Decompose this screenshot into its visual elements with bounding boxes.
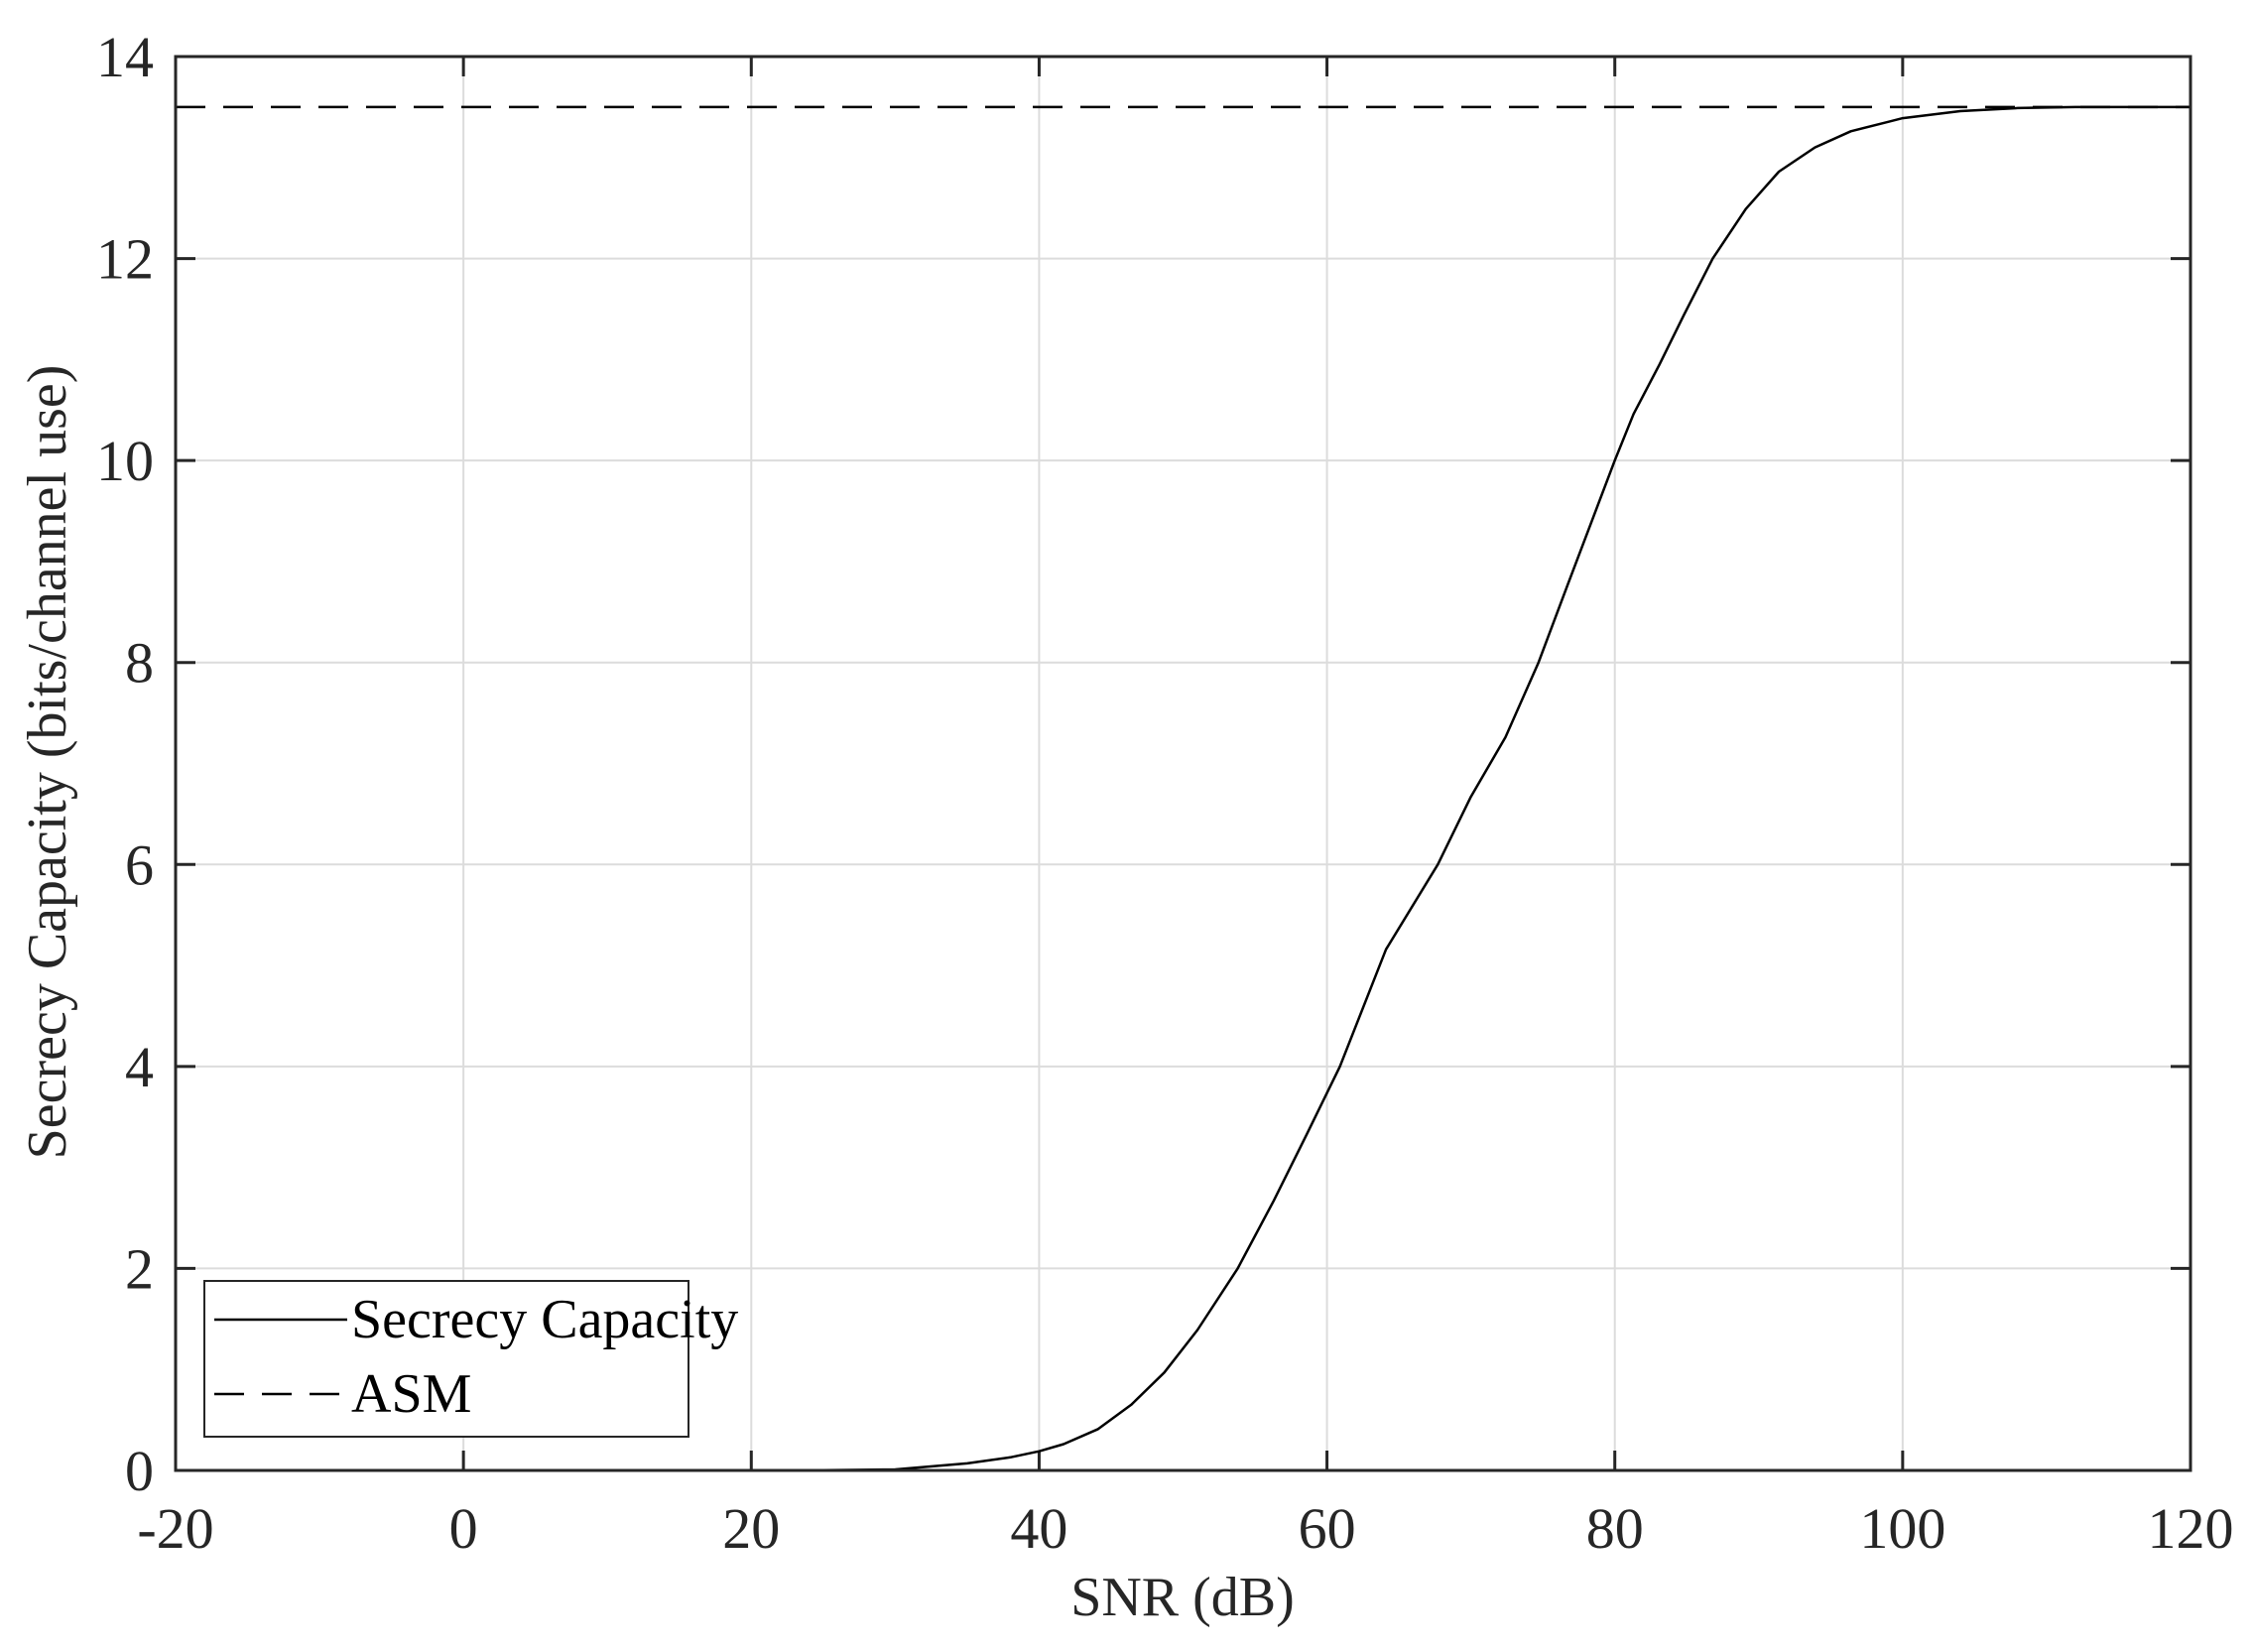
- y-tick-label: 4: [125, 1035, 154, 1099]
- x-axis-label: SNR (dB): [1070, 1567, 1295, 1628]
- legend-box: [203, 1280, 689, 1438]
- x-tick-label: 100: [1859, 1496, 1945, 1561]
- y-tick-labels: 0 2 4 6 8 10 12 14: [96, 25, 154, 1503]
- x-tick-label: 20: [722, 1496, 780, 1561]
- x-tick-label: 60: [1299, 1496, 1356, 1561]
- y-tick-label: 0: [125, 1439, 154, 1503]
- x-tick-label: 120: [2148, 1496, 2234, 1561]
- legend-item-secrecy-capacity: Secrecy Capacity: [351, 1289, 738, 1350]
- x-tick-label: 40: [1010, 1496, 1067, 1561]
- plot-area-frame: [174, 55, 2192, 1472]
- x-tick-label: -20: [137, 1496, 213, 1561]
- series-secrecy-capacity-line: [751, 105, 2190, 1472]
- y-tick-label: 10: [96, 429, 154, 493]
- y-tick-label: 14: [96, 25, 154, 89]
- y-tick-label: 12: [96, 227, 154, 292]
- y-tick-label: 6: [125, 832, 154, 897]
- x-tick-label: 0: [449, 1496, 478, 1561]
- x-tick-labels: -20 0 20 40 60 80 100 120: [137, 1496, 2233, 1561]
- legend-item-asm: ASM: [351, 1363, 471, 1425]
- ticks: [174, 55, 2192, 1472]
- y-tick-label: 2: [125, 1236, 154, 1301]
- x-tick-label: 80: [1586, 1496, 1644, 1561]
- grid-lines: [176, 57, 2190, 1470]
- plot-series: [176, 105, 2190, 1472]
- y-tick-label: 8: [125, 631, 154, 696]
- legend[interactable]: Secrecy Capacity ASM: [203, 1280, 738, 1438]
- y-axis-label: Secrecy Capacity (bits/channel use): [17, 365, 78, 1160]
